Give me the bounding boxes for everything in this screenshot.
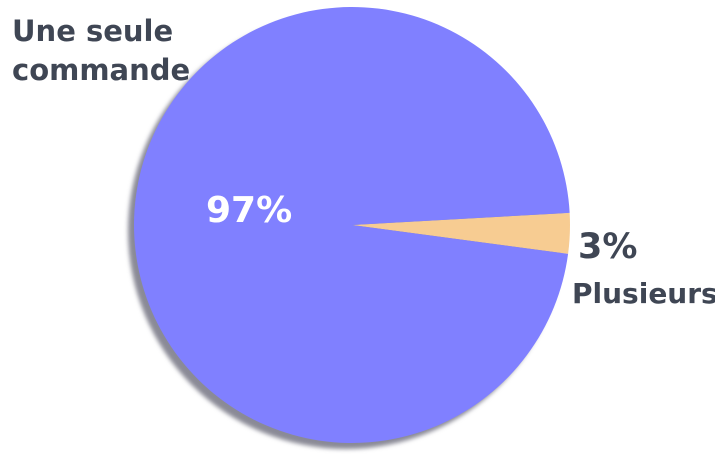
pie-slice-plusieurs [352, 212, 570, 254]
slice-label-line-2: commande [12, 53, 190, 87]
pie-slice-une-seule-commande [133, 6, 570, 443]
slice-value-label-3: 3% [578, 227, 637, 267]
slice-label-une-seule-commande: Une seule commande [12, 14, 190, 87]
slice-label-plusieurs: Plusieurs [572, 277, 715, 310]
slice-label-line-1: Une seule [12, 14, 173, 48]
slice-value-label-97: 97% [206, 190, 292, 231]
pie-slices [133, 6, 570, 443]
